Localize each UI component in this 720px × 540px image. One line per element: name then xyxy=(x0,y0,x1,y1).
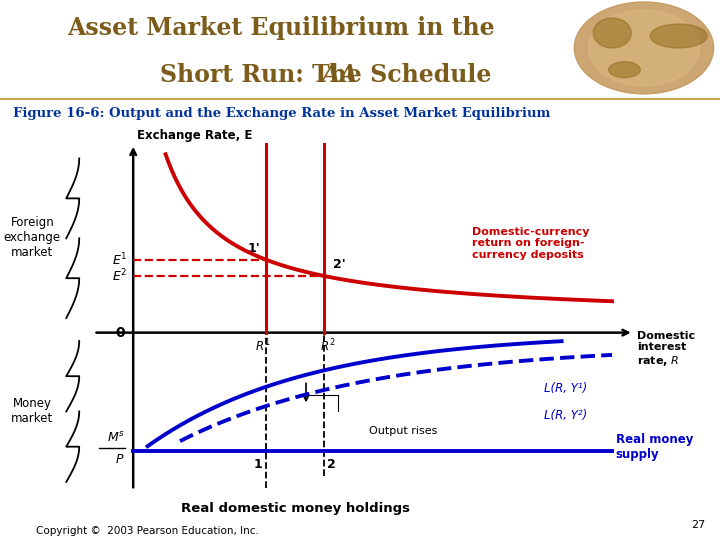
Text: L(R, Y¹): L(R, Y¹) xyxy=(544,382,587,395)
Text: 2': 2' xyxy=(333,258,346,271)
Polygon shape xyxy=(608,62,640,78)
Text: Schedule: Schedule xyxy=(362,63,492,87)
Polygon shape xyxy=(575,2,714,94)
Text: 2: 2 xyxy=(327,458,336,471)
Text: L(R, Y²): L(R, Y²) xyxy=(544,409,587,422)
Text: Money
market: Money market xyxy=(12,397,53,426)
Text: 0: 0 xyxy=(115,326,125,340)
Text: Copyright ©  2003 Pearson Education, Inc.: Copyright © 2003 Pearson Education, Inc. xyxy=(36,526,259,536)
Text: $P$: $P$ xyxy=(115,453,125,466)
Text: $R^1$: $R^1$ xyxy=(255,338,271,354)
Text: 1: 1 xyxy=(253,458,262,471)
Text: Exchange Rate, E: Exchange Rate, E xyxy=(137,129,252,142)
Text: 27: 27 xyxy=(691,521,706,530)
Text: $M^s$: $M^s$ xyxy=(107,430,125,444)
Text: Short Run: The: Short Run: The xyxy=(160,63,370,87)
Polygon shape xyxy=(650,24,707,48)
Polygon shape xyxy=(588,10,699,86)
Text: $E^2$: $E^2$ xyxy=(112,268,127,284)
Text: AA: AA xyxy=(321,63,358,87)
Text: Real money
supply: Real money supply xyxy=(616,433,693,461)
Text: Real domestic money holdings: Real domestic money holdings xyxy=(181,502,410,515)
Text: Foreign
exchange
market: Foreign exchange market xyxy=(4,216,61,259)
Text: Domestic-currency
return on foreign-
currency deposits: Domestic-currency return on foreign- cur… xyxy=(472,227,589,260)
Text: $R^2$: $R^2$ xyxy=(320,338,336,354)
Text: 1': 1' xyxy=(248,242,261,255)
Text: Output rises: Output rises xyxy=(369,427,437,436)
Polygon shape xyxy=(593,18,631,48)
Text: $E^1$: $E^1$ xyxy=(112,252,127,268)
Text: Domestic
interest
rate, $R$: Domestic interest rate, $R$ xyxy=(637,330,696,368)
Text: Figure 16-6: Output and the Exchange Rate in Asset Market Equilibrium: Figure 16-6: Output and the Exchange Rat… xyxy=(13,107,550,120)
Text: Asset Market Equilibrium in the: Asset Market Equilibrium in the xyxy=(67,16,495,40)
